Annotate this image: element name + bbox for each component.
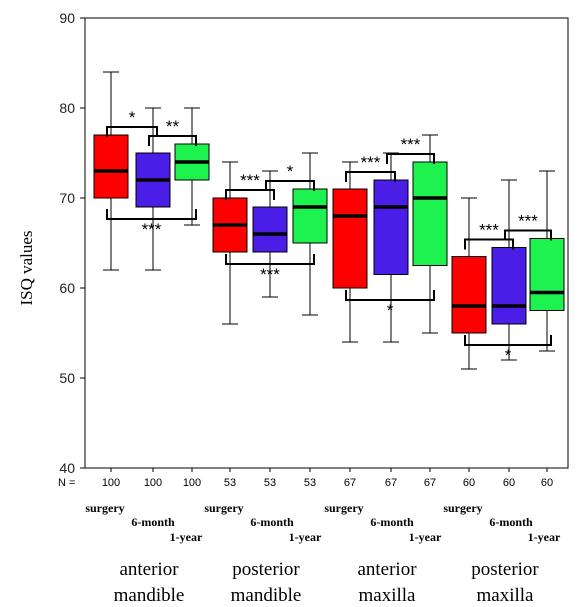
timepoint-label-6-month: 6-month xyxy=(250,515,294,529)
group-label-line1: posterior xyxy=(232,559,300,580)
n-count-label: 53 xyxy=(224,477,236,489)
significance-bracket xyxy=(106,126,158,137)
box-6-month xyxy=(373,179,409,275)
box-1-year xyxy=(412,161,448,266)
n-count-label: 100 xyxy=(144,477,162,489)
significance-label: *** xyxy=(401,135,421,154)
significance-bracket xyxy=(225,189,275,200)
n-count-label: 60 xyxy=(541,477,553,489)
box-surgery xyxy=(332,188,368,289)
timepoint-label-surgery: surgery xyxy=(324,501,363,515)
box-surgery xyxy=(451,256,487,334)
group-label-line1: posterior xyxy=(471,559,539,580)
timepoint-label-6-month: 6-month xyxy=(489,515,533,529)
n-count-label: 53 xyxy=(304,477,316,489)
y-tick-label: 90 xyxy=(59,10,75,26)
significance-bracket xyxy=(504,229,552,241)
n-count-label: 67 xyxy=(344,477,356,489)
timepoint-label-surgery: surgery xyxy=(204,501,243,515)
significance-label: * xyxy=(387,301,394,320)
significance-bracket xyxy=(464,238,514,250)
timepoint-label-6-month: 6-month xyxy=(370,515,414,529)
plot-frame xyxy=(84,17,569,469)
significance-label: * xyxy=(505,346,512,365)
significance-bracket xyxy=(345,171,396,182)
timepoint-label-surgery: surgery xyxy=(85,501,124,515)
significance-bracket xyxy=(386,153,435,164)
group-label-line2: mandible xyxy=(231,585,302,606)
significance-label: *** xyxy=(240,171,260,190)
significance-bracket xyxy=(345,290,435,301)
group-label-line2: mandible xyxy=(114,585,185,606)
y-tick-label: 70 xyxy=(59,190,75,206)
significance-bracket xyxy=(148,135,197,146)
box-1-year xyxy=(292,188,328,244)
group-label-line2: maxilla xyxy=(477,585,535,606)
n-count-label: 60 xyxy=(463,477,475,489)
n-count-label: 67 xyxy=(385,477,397,489)
timepoint-label-1-year: 1-year xyxy=(409,530,442,544)
box-6-month xyxy=(491,247,527,325)
n-count-label: 53 xyxy=(264,477,276,489)
timepoint-label-1-year: 1-year xyxy=(528,530,561,544)
significance-label: *** xyxy=(260,265,280,284)
y-axis-label: ISQ values xyxy=(17,230,36,305)
timepoint-label-1-year: 1-year xyxy=(170,530,203,544)
significance-label: *** xyxy=(479,221,499,240)
significance-label: *** xyxy=(142,220,162,239)
n-count-label: 67 xyxy=(424,477,436,489)
significance-label: * xyxy=(287,162,294,181)
significance-bracket xyxy=(106,209,197,220)
significance-bracket xyxy=(225,254,315,265)
timepoint-label-surgery: surgery xyxy=(443,501,482,515)
group-label-line1: anterior xyxy=(357,559,417,580)
box-1-year xyxy=(529,238,565,311)
box-6-month xyxy=(252,206,288,253)
n-count-label: 60 xyxy=(503,477,515,489)
y-tick-label: 60 xyxy=(59,280,75,296)
n-count-label: 100 xyxy=(102,477,120,489)
significance-bracket xyxy=(464,335,552,346)
y-tick-label: 50 xyxy=(59,370,75,386)
timepoint-label-6-month: 6-month xyxy=(131,515,175,529)
significance-label: ** xyxy=(166,117,180,136)
y-tick-label: 40 xyxy=(59,460,75,476)
box-surgery xyxy=(93,134,129,199)
group-label-line2: maxilla xyxy=(359,585,417,606)
n-prefix-label: N = xyxy=(58,477,75,489)
significance-label: *** xyxy=(518,212,538,231)
significance-bracket xyxy=(265,180,315,191)
timepoint-label-1-year: 1-year xyxy=(289,530,322,544)
y-tick-label: 80 xyxy=(59,100,75,116)
n-count-label: 100 xyxy=(183,477,201,489)
significance-label: * xyxy=(129,108,136,127)
significance-label: *** xyxy=(361,153,381,172)
group-label-line1: anterior xyxy=(119,559,179,580)
